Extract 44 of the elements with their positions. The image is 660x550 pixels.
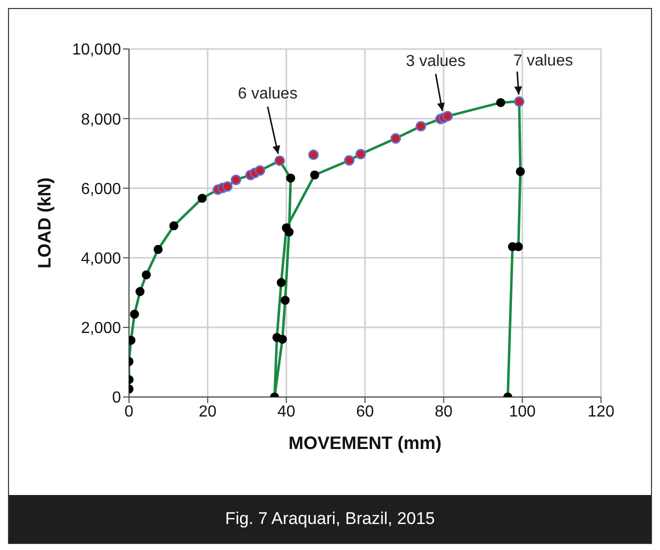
point: [286, 174, 296, 183]
point: [130, 310, 140, 319]
y-tick-label: 6,000: [80, 180, 122, 198]
annotation: 3 values: [406, 52, 466, 70]
y-tick-label: 0: [112, 390, 122, 407]
point: [198, 194, 207, 203]
point: [274, 155, 285, 166]
y-tick-label: 8,000: [80, 111, 122, 128]
point: [355, 148, 366, 160]
caption: Fig. 7 Araquari, Brazil, 2015: [9, 495, 651, 543]
y-axis-title: LOAD (kN): [34, 178, 54, 268]
point: [308, 150, 319, 160]
point: [169, 221, 178, 230]
point: [344, 155, 355, 166]
point: [282, 223, 291, 232]
annotation: 6 values: [238, 86, 298, 103]
point: [514, 96, 524, 107]
x-tick-label: 0: [124, 403, 134, 420]
x-axis-title: MOVEMENT (mm): [288, 433, 442, 453]
point: [442, 110, 453, 122]
point: [496, 98, 506, 108]
point: [222, 181, 233, 192]
point: [310, 170, 320, 180]
annotation: 7 values: [513, 52, 573, 70]
point: [390, 133, 401, 144]
point: [136, 287, 145, 296]
point: [142, 270, 151, 280]
point: [272, 332, 282, 342]
x-tick-label: 80: [434, 403, 453, 420]
x-tick-label: 20: [198, 403, 217, 420]
point: [230, 174, 242, 186]
point: [276, 278, 286, 288]
point: [280, 296, 290, 305]
x-tick-label: 100: [508, 403, 536, 420]
y-tick-label: 10,000: [72, 42, 122, 59]
point: [254, 165, 266, 176]
x-tick-label: 40: [277, 403, 296, 420]
point: [516, 166, 525, 176]
point: [416, 121, 426, 132]
x-tick-label: 60: [356, 403, 374, 420]
y-tick-label: 4,000: [80, 250, 122, 268]
point: [154, 244, 163, 254]
y-tick-label: 2,000: [80, 320, 122, 338]
x-tick-label: 120: [588, 403, 614, 420]
